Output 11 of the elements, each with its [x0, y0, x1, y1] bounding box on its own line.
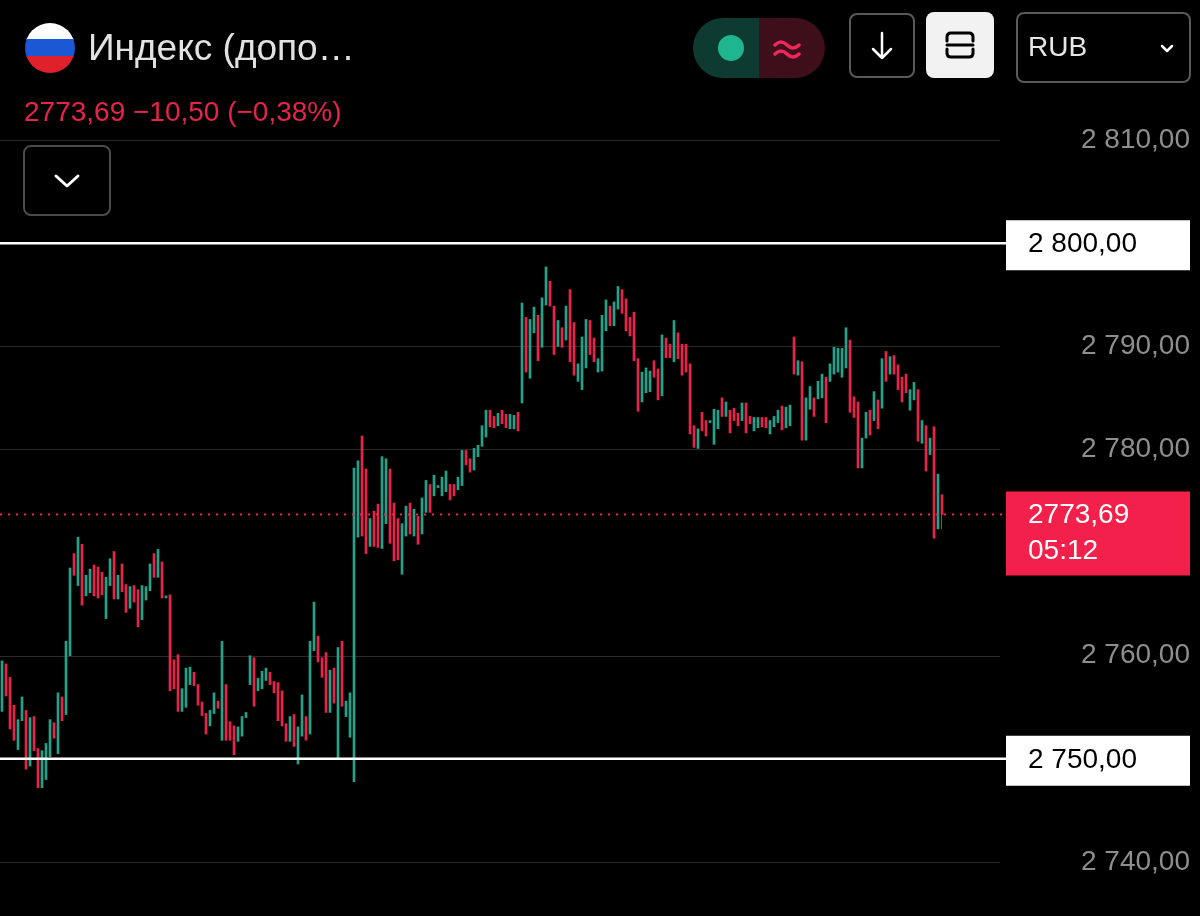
y-tick-label: 2 780,00 [1081, 432, 1190, 464]
chart-subtitle: 2773,69 −10,50 (−0,38%) [24, 95, 342, 129]
ref-line-label: 2 750,00 [1028, 742, 1137, 774]
y-tick-label: 2 790,00 [1081, 329, 1190, 360]
text: RUB [1028, 30, 1088, 64]
ref-line-label: 2773,69 05:12 [1028, 498, 1130, 566]
y-tick-label: 2 810,00 [1081, 122, 1190, 154]
y-tick-label: 2 740,00 [1081, 844, 1190, 876]
ref-line-label: 2 800,00 [1028, 226, 1137, 258]
chart-title: Индекс (допо… [88, 26, 355, 70]
y-tick-label: 2 760,00 [1081, 638, 1190, 670]
